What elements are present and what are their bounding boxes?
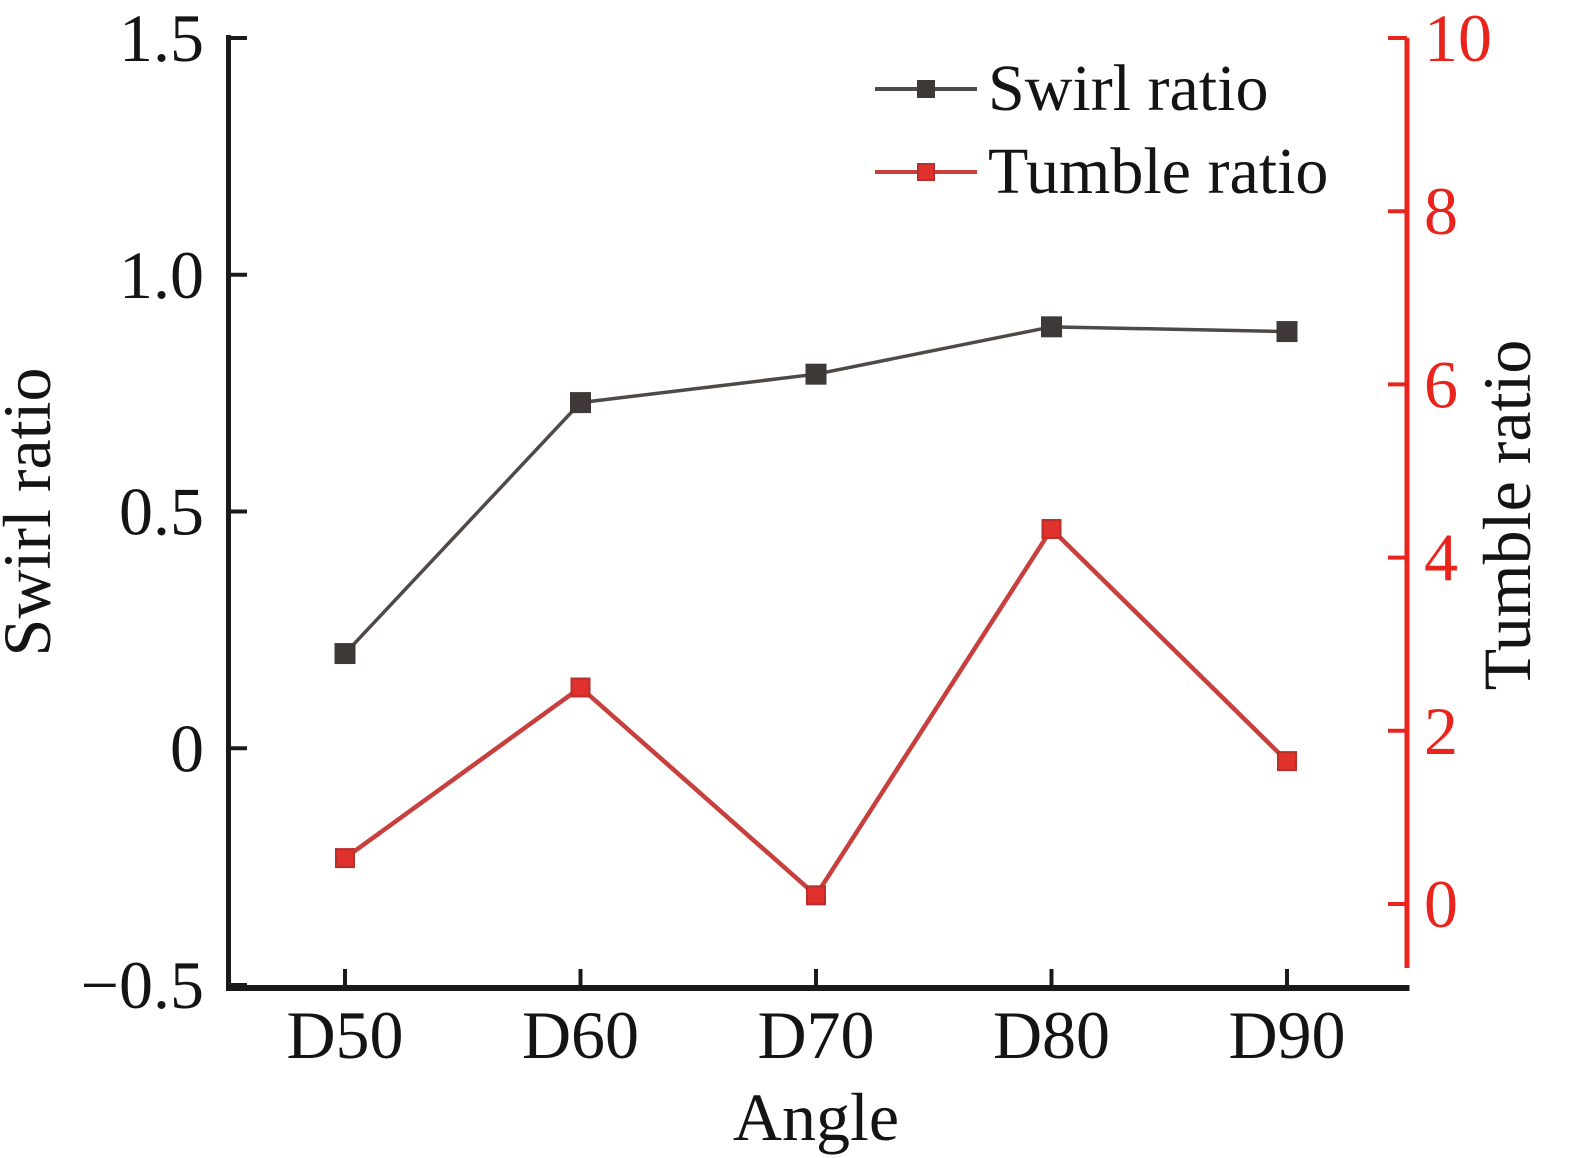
right-axis-title: Tumble ratio	[1469, 340, 1545, 691]
data-point-swirl-ratio	[805, 363, 827, 385]
x-axis-title: Angle	[733, 1079, 899, 1155]
x-tick-label: D60	[522, 997, 639, 1073]
data-point-swirl-ratio	[334, 643, 356, 665]
left-tick-label: −0.5	[81, 947, 204, 1023]
x-tick-label: D50	[286, 997, 403, 1073]
legend-item-swirl-ratio: Swirl ratio	[875, 52, 1268, 125]
right-tick-label: 10	[1424, 0, 1492, 76]
x-tick-label: D70	[757, 997, 874, 1073]
series-group	[334, 316, 1298, 906]
data-point-tumble-ratio	[1277, 751, 1297, 772]
legend-label: Tumble ratio	[988, 135, 1328, 208]
legend-item-tumble-ratio: Tumble ratio	[875, 135, 1328, 208]
data-point-tumble-ratio	[570, 677, 591, 698]
data-point-tumble-ratio	[806, 885, 826, 906]
data-point-swirl-ratio	[1041, 316, 1062, 338]
right-tick-label: 2	[1424, 693, 1458, 769]
right-tick-label: 4	[1424, 520, 1458, 596]
x-axis-ticks: D50 D60 D70 D80 D90	[286, 969, 1346, 1073]
legend-label: Swirl ratio	[988, 52, 1268, 125]
left-axis-ticks: 1.5 1.0 0.5 0 −0.5	[81, 0, 247, 1023]
left-tick-label: 0	[170, 710, 204, 786]
left-axis-title: Swirl ratio	[0, 368, 65, 657]
left-tick-label: 1.5	[119, 0, 204, 76]
legend: Swirl ratio Tumble ratio	[875, 52, 1328, 208]
data-point-tumble-ratio	[335, 848, 355, 869]
x-tick-label: D90	[1228, 997, 1345, 1073]
right-axis-ticks: 10 8 6 4 2 0	[1388, 0, 1492, 942]
data-point-swirl-ratio	[570, 392, 591, 414]
legend-marker	[917, 80, 935, 98]
left-tick-label: 1.0	[119, 237, 204, 313]
right-tick-label: 8	[1424, 173, 1458, 249]
right-tick-label: 6	[1424, 346, 1458, 422]
legend-marker	[917, 163, 935, 181]
data-point-tumble-ratio	[1041, 519, 1062, 540]
left-tick-label: 0.5	[119, 474, 204, 550]
data-point-swirl-ratio	[1276, 321, 1298, 343]
right-tick-label: 0	[1424, 866, 1458, 942]
series-line-tumble-ratio	[343, 525, 1289, 899]
x-tick-label: D80	[993, 997, 1110, 1073]
